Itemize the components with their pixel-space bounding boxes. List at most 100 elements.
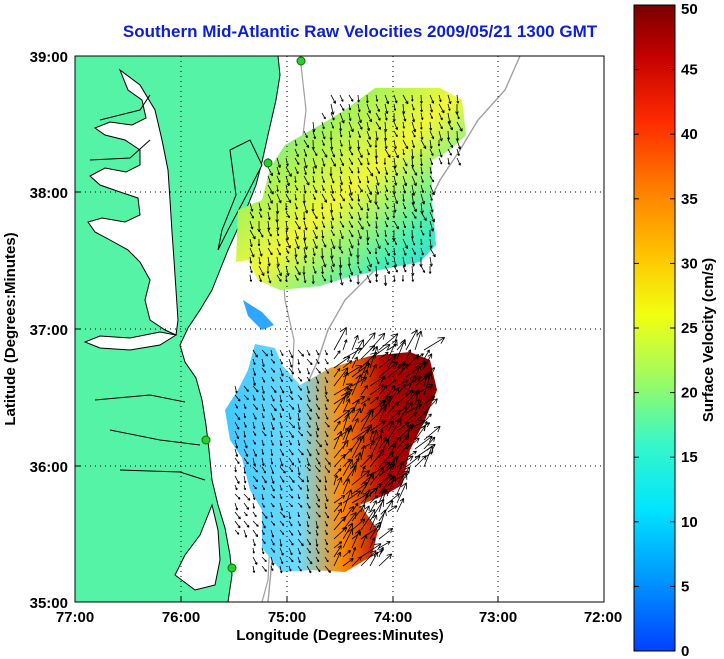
velocity-arrow [234,412,241,421]
velocity-arrow [402,265,407,273]
velocity-arrow [366,256,372,268]
velocity-arrow [375,175,380,186]
velocity-arrow [279,385,285,394]
velocity-arrow [351,356,358,369]
velocity-arrow [369,429,378,450]
velocity-arrow [366,211,369,219]
velocity-arrow [306,412,312,420]
velocity-arrow [258,265,265,277]
velocity-arrow [306,403,313,412]
velocity-arrow [339,139,343,147]
velocity-arrow [303,157,308,169]
velocity-arrow [270,511,274,518]
velocity-arrow [342,386,350,405]
velocity-arrow [321,157,326,167]
velocity-arrow [276,265,282,277]
velocity-arrow [351,470,370,486]
velocity-arrow [333,502,343,513]
velocity-arrow [402,193,406,202]
velocity-arrow [297,547,301,555]
velocity-arrow [414,398,421,414]
velocity-arrow [348,130,352,138]
velocity-arrow [279,529,285,536]
velocity-arrow [339,193,345,202]
velocity-arrow [234,448,239,458]
velocity-arrow [294,202,298,210]
velocity-arrow [276,229,280,237]
velocity-arrow [312,148,318,157]
velocity-arrow [288,556,294,563]
velocity-arrow [276,157,281,168]
velocity-arrow [378,546,384,558]
velocity-arrow [393,175,398,186]
velocity-arrow [393,157,397,169]
velocity-arrow [330,103,335,115]
velocity-arrow [378,553,393,567]
velocity-arrow [243,412,247,419]
velocity-arrow [261,439,265,447]
velocity-arrow [315,349,320,356]
velocity-arrow [366,139,372,148]
velocity-arrow [288,475,295,483]
velocity-arrow [429,121,433,131]
velocity-arrow [288,403,295,410]
velocity-arrow [348,94,354,102]
velocity-arrow [321,265,324,275]
velocity-arrow [333,420,341,432]
velocity-arrow [375,157,378,165]
velocity-arrow [396,472,408,495]
velocity-arrow [360,465,366,477]
velocity-arrow [411,247,416,255]
velocity-arrow [378,375,386,387]
velocity-arrow [297,502,303,508]
velocity-arrow [315,484,321,492]
colorbar-tick-label: 40 [681,126,698,143]
velocity-arrow [270,520,276,526]
velocity-arrow [423,436,436,450]
velocity-arrow [243,421,247,428]
velocity-arrow [387,379,397,387]
velocity-arrow [252,448,257,457]
velocity-arrow [285,247,290,254]
velocity-arrow [252,466,258,473]
velocity-arrow [279,547,284,556]
velocity-arrow [312,247,316,257]
velocity-arrow [311,274,315,285]
velocity-arrow [234,421,240,430]
velocity-arrow [303,256,307,264]
velocity-arrow [357,112,362,124]
velocity-arrow [270,475,275,484]
velocity-arrow [234,394,241,402]
velocity-arrow [312,157,318,169]
velocity-arrow [297,466,301,476]
velocity-arrow [369,345,379,369]
velocity-arrow [437,139,441,147]
velocity-arrow [351,556,362,567]
velocity-arrow [402,94,409,105]
velocity-arrow [342,339,348,351]
velocity-arrow [429,247,436,258]
velocity-arrow [315,376,320,384]
velocity-arrow [333,545,342,558]
velocity-arrow [321,256,327,268]
velocity-arrow [378,333,399,351]
velocity-arrow [321,274,326,282]
velocity-arrow [402,148,405,156]
velocity-arrow [411,256,415,267]
velocity-arrow [411,103,415,111]
colorbar-tick-label: 35 [681,191,698,208]
velocity-arrow [267,238,271,246]
velocity-arrow [338,121,343,132]
velocity-arrow [243,484,247,491]
velocity-arrow [438,148,443,158]
velocity-arrow [234,520,241,529]
velocity-arrow [396,422,410,432]
velocity-arrow [312,193,316,200]
velocity-arrow [297,430,304,437]
velocity-arrow [267,274,272,284]
velocity-arrow [297,565,302,572]
velocity-arrow [261,484,265,491]
velocity-arrow [384,184,389,193]
velocity-arrow [270,367,276,373]
